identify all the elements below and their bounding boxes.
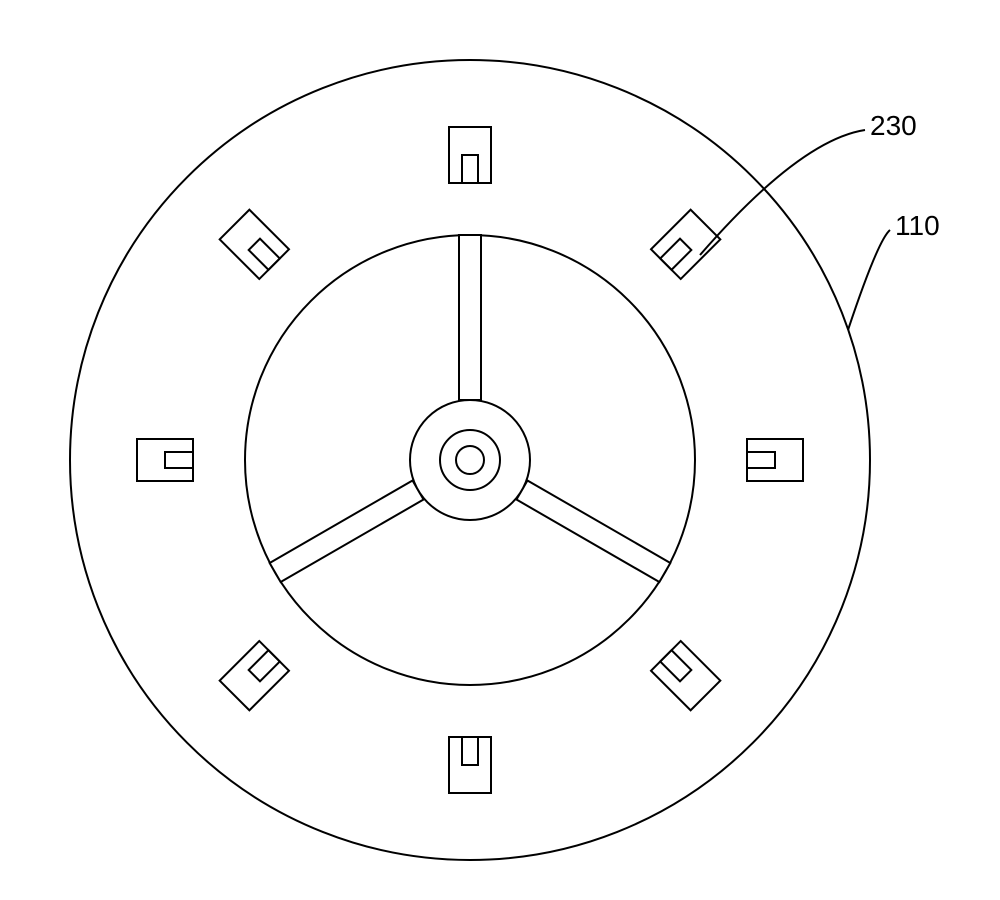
hub-inner [456,446,484,474]
spoke-2 [516,480,670,582]
sensor-7 [651,641,720,710]
technical-diagram [0,0,1000,900]
callout-label-110: 110 [895,210,940,242]
sensor-4 [137,439,193,481]
sensor-0 [747,439,803,481]
spoke-0 [459,235,481,400]
callout-label-230: 230 [870,110,917,142]
sensor-3 [220,210,289,279]
sensor-2 [449,127,491,183]
callout-leader-0 [700,130,865,255]
sensor-6 [449,737,491,793]
spoke-1 [270,480,424,582]
callout-leader-1 [848,230,890,330]
sensor-5 [220,641,289,710]
